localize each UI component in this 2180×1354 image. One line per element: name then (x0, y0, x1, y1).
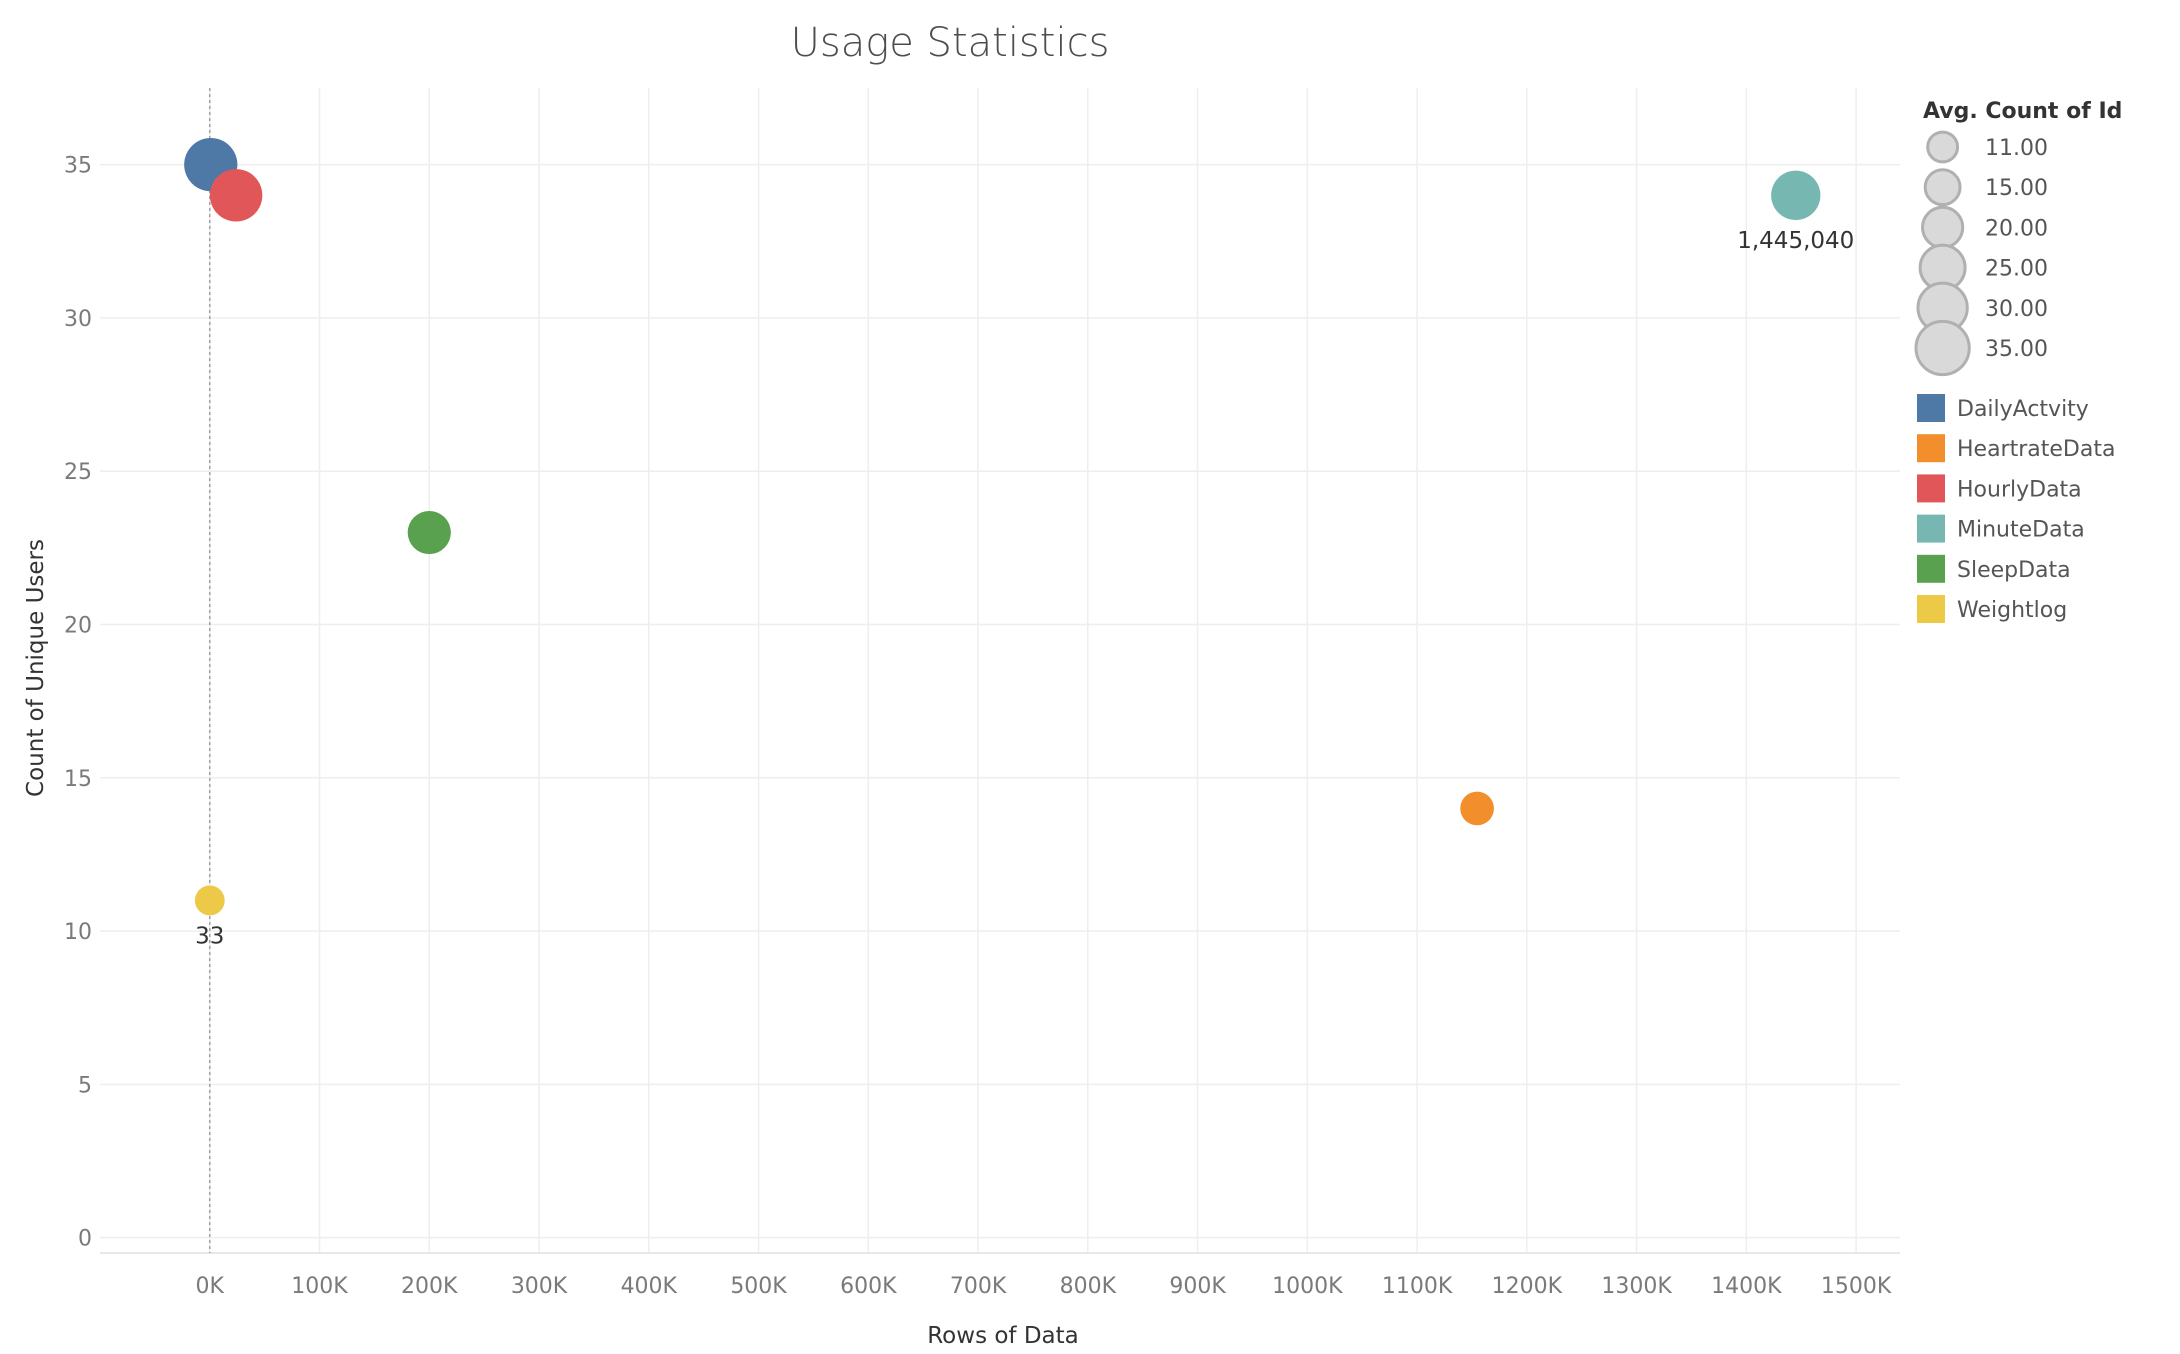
x-tick-label: 1000K (1272, 1274, 1343, 1299)
x-tick-label: 200K (401, 1274, 458, 1299)
grid (100, 88, 1900, 1254)
x-tick-label: 1400K (1711, 1274, 1782, 1299)
point-sleepdata (407, 510, 451, 555)
legend-label-minutedata: MinuteData (1957, 518, 2085, 543)
x-tick-label: 500K (730, 1274, 787, 1299)
y-tick-label: 30 (64, 307, 92, 332)
y-tick-label: 0 (78, 1227, 92, 1252)
data-label-weightlog: 33 (195, 923, 224, 949)
size-legend-circle (1926, 130, 1960, 164)
point-hourlydata (209, 169, 263, 222)
x-tick-label: 900K (1169, 1274, 1226, 1299)
size-legend: Avg. Count of Id 11.00 15.00 20.00 25.00 30.… (1914, 99, 2122, 377)
y-axis-ticks: 0 5 10 15 20 25 30 35 (64, 154, 92, 1252)
x-tick-label: 300K (511, 1274, 568, 1299)
y-tick-label: 15 (64, 767, 92, 792)
data-points (184, 138, 1821, 916)
color-legend: DailyActvity HeartrateData HourlyData Minut… (1917, 394, 2115, 623)
x-tick-label: 1200K (1492, 1274, 1563, 1299)
size-legend-label: 15.00 (1985, 176, 2048, 201)
size-legend-label: 11.00 (1985, 136, 2048, 161)
x-tick-label: 700K (950, 1274, 1007, 1299)
y-tick-label: 35 (64, 154, 92, 179)
y-tick-label: 10 (64, 920, 92, 945)
x-tick-label: 400K (621, 1274, 678, 1299)
legend-swatch-heartratedata (1917, 434, 1945, 463)
y-axis-label: Count of Unique Users (23, 539, 49, 797)
legend-label-hourlydata: HourlyData (1957, 477, 2082, 502)
x-tick-label: 1300K (1601, 1274, 1672, 1299)
x-tick-label: 1500K (1821, 1274, 1892, 1299)
x-axis-label: Rows of Data (927, 1323, 1079, 1349)
x-tick-label: 1100K (1382, 1274, 1453, 1299)
point-weightlog (194, 885, 225, 916)
size-legend-label: 20.00 (1985, 216, 2048, 241)
legend-label-sleepdata: SleepData (1957, 558, 2071, 583)
size-legend-label: 35.00 (1985, 337, 2048, 362)
legend-label-heartratedata: HeartrateData (1957, 437, 2115, 462)
legend-swatch-dailyactvity (1917, 394, 1945, 422)
legend-swatch-hourlydata (1917, 474, 1945, 503)
data-labels: 1,445,040 33 (195, 228, 1854, 949)
x-tick-label: 800K (1060, 1274, 1117, 1299)
legend-label-weightlog: Weightlog (1957, 598, 2067, 623)
y-tick-label: 20 (64, 614, 92, 639)
y-tick-label: 25 (64, 460, 92, 485)
point-minutedata (1771, 170, 1821, 220)
size-legend-label: 30.00 (1985, 297, 2048, 322)
x-tick-label: 100K (291, 1274, 348, 1299)
size-legend-title: Avg. Count of Id (1923, 99, 2122, 124)
point-heartratedata (1460, 791, 1494, 826)
data-label-minutedata: 1,445,040 (1737, 228, 1854, 254)
size-legend-circle (1914, 319, 1971, 377)
legend-label-dailyactvity: DailyActvity (1957, 397, 2089, 422)
size-legend-circle (1923, 168, 1962, 207)
legend-swatch-weightlog (1917, 595, 1945, 623)
chart-title: Usage Statistics (791, 20, 1110, 66)
x-axis-ticks: 0K 100K 200K 300K 400K 500K 600K 700K 800K 900K 10… (196, 1274, 1892, 1299)
x-tick-label: 0K (196, 1274, 225, 1299)
y-tick-label: 5 (78, 1073, 92, 1098)
size-legend-circle (1920, 205, 1965, 250)
legend-swatch-minutedata (1917, 514, 1945, 543)
size-legend-label: 25.00 (1985, 257, 2048, 282)
x-tick-label: 600K (840, 1274, 897, 1299)
legend-swatch-sleepdata (1917, 554, 1945, 583)
